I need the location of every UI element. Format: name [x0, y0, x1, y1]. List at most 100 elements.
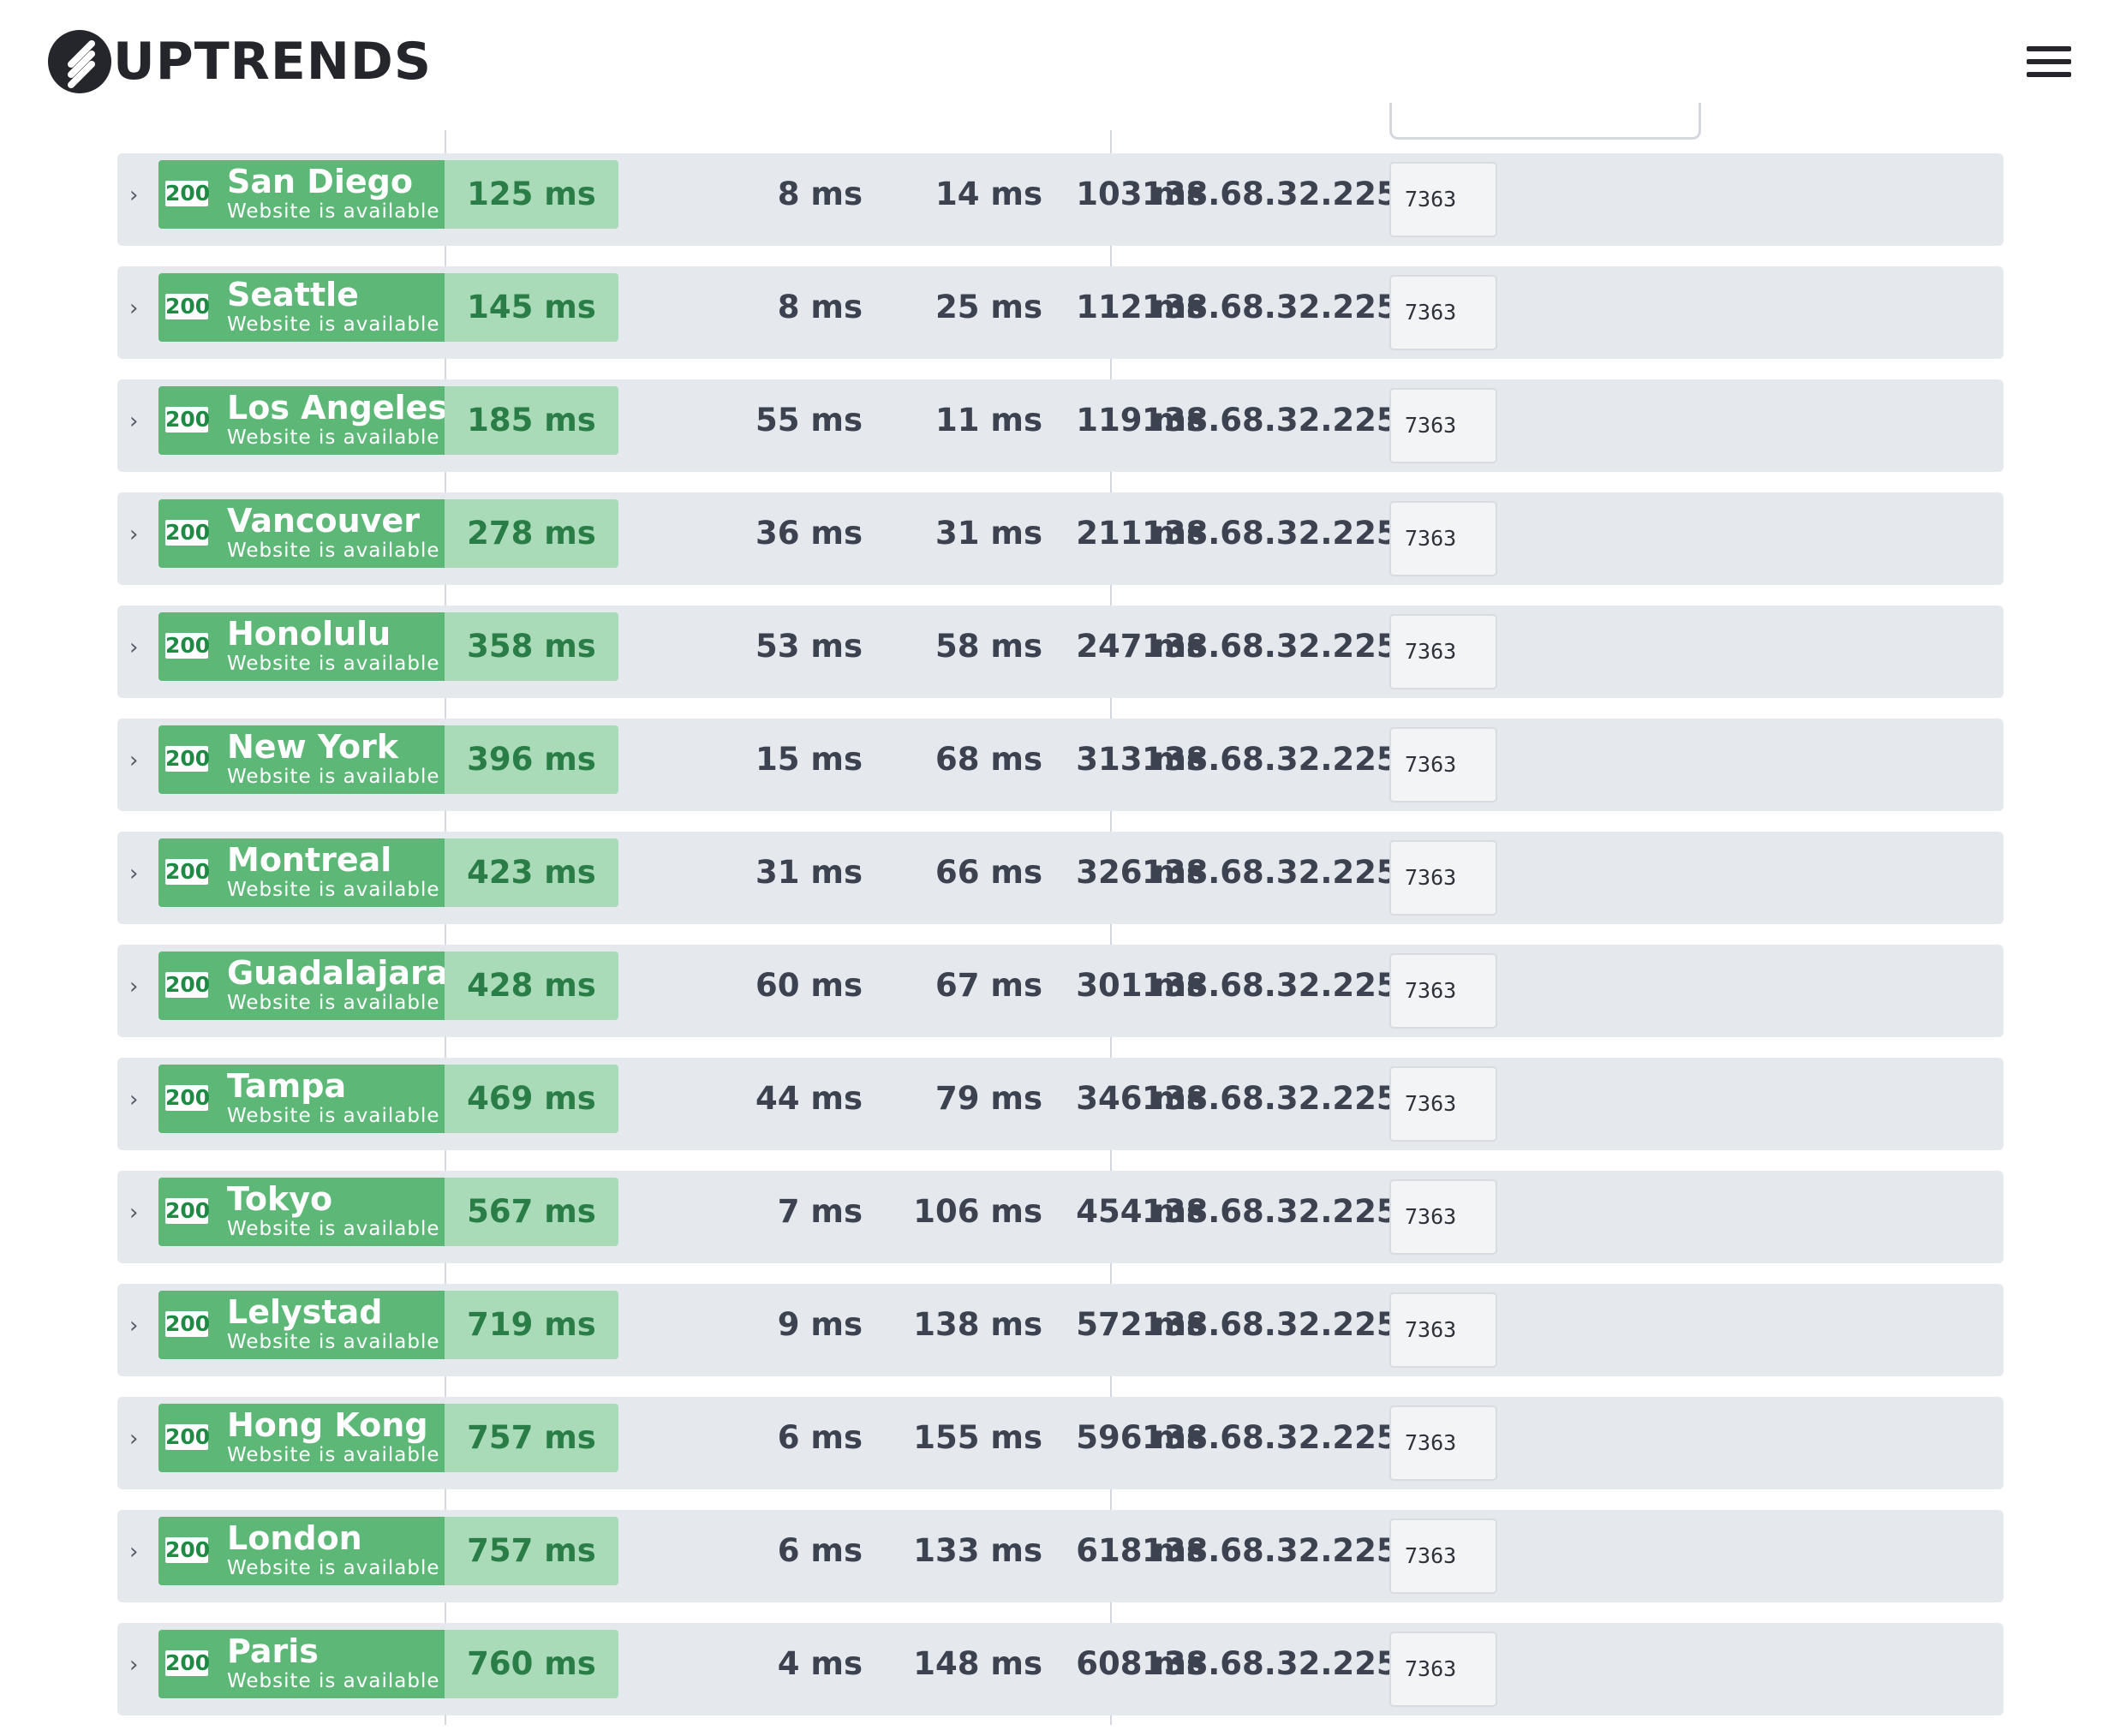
chevron-right-icon[interactable]: ›: [129, 635, 139, 660]
http-status-badge: 200: [165, 859, 211, 885]
total-time: 719 ms: [445, 1291, 618, 1359]
response-size[interactable]: 7363: [1389, 162, 1497, 237]
response-size[interactable]: 7363: [1389, 953, 1497, 1029]
download-time: 103 ms: [1076, 176, 1205, 212]
status-message: Website is available: [227, 1331, 440, 1353]
download-time: 326 ms: [1076, 854, 1205, 891]
result-row[interactable]: › 200 London Website is available 757 ms…: [117, 1510, 2004, 1602]
uptrends-logo[interactable]: UPTRENDS: [48, 29, 432, 94]
chevron-right-icon[interactable]: ›: [129, 974, 139, 999]
response-size[interactable]: 7363: [1389, 614, 1497, 689]
response-size[interactable]: 7363: [1389, 1632, 1497, 1707]
total-time: 469 ms: [445, 1065, 618, 1133]
connection-time: 106 ms: [913, 1193, 1042, 1230]
result-row[interactable]: › 200 Honolulu Website is available 358 …: [117, 606, 2004, 698]
chevron-right-icon[interactable]: ›: [129, 295, 139, 321]
resolve-time: 36 ms: [755, 515, 863, 552]
response-size[interactable]: 7363: [1389, 388, 1497, 463]
chevron-right-icon[interactable]: ›: [129, 409, 139, 434]
download-time: 313 ms: [1076, 741, 1205, 778]
response-size[interactable]: 7363: [1389, 1292, 1497, 1368]
checkpoint-results-list: › 200 San Diego Website is available 125…: [117, 153, 2004, 1736]
checkpoint-city: Tampa: [227, 1067, 347, 1105]
chevron-right-icon[interactable]: ›: [129, 522, 139, 547]
result-row[interactable]: › 200 Tampa Website is available 469 ms …: [117, 1058, 2004, 1150]
chevron-right-icon[interactable]: ›: [129, 182, 139, 208]
status-cell: 200 Seattle Website is available: [158, 273, 445, 342]
chevron-right-icon[interactable]: ›: [129, 1426, 139, 1452]
checkpoint-city: Paris: [227, 1632, 319, 1670]
response-size[interactable]: 7363: [1389, 275, 1497, 350]
download-time: 608 ms: [1076, 1645, 1205, 1682]
response-size[interactable]: 7363: [1389, 1405, 1497, 1481]
result-row[interactable]: › 200 Guadalajara Website is available 4…: [117, 945, 2004, 1037]
total-time: 760 ms: [445, 1630, 618, 1698]
chevron-right-icon[interactable]: ›: [129, 748, 139, 773]
resolved-ip: 138.68.32.225: [1142, 1419, 1399, 1456]
result-row[interactable]: › 200 Lelystad Website is available 719 …: [117, 1284, 2004, 1376]
response-size[interactable]: 7363: [1389, 1518, 1497, 1594]
result-row[interactable]: › 200 Paris Website is available 760 ms …: [117, 1623, 2004, 1715]
http-status-badge: 200: [165, 181, 211, 206]
status-cell: 200 Tampa Website is available: [158, 1065, 445, 1133]
checkpoint-city: Lelystad: [227, 1293, 383, 1331]
http-status-badge: 200: [165, 1424, 211, 1450]
response-size[interactable]: 7363: [1389, 1066, 1497, 1142]
connection-time: 58 ms: [935, 628, 1042, 665]
status-message: Website is available: [227, 1670, 440, 1692]
status-cell: 200 Honolulu Website is available: [158, 612, 445, 681]
result-row[interactable]: › 200 Montreal Website is available 423 …: [117, 832, 2004, 924]
hamburger-menu-icon[interactable]: [2025, 43, 2073, 81]
total-time: 185 ms: [445, 386, 618, 455]
status-message: Website is available: [227, 427, 440, 449]
status-message: Website is available: [227, 879, 440, 901]
total-time: 428 ms: [445, 952, 618, 1020]
checkpoint-city: New York: [227, 728, 399, 766]
resolved-ip: 138.68.32.225: [1142, 1532, 1399, 1569]
chevron-right-icon[interactable]: ›: [129, 1652, 139, 1678]
http-status-badge: 200: [165, 633, 211, 659]
status-cell: 200 London Website is available: [158, 1517, 445, 1585]
response-size[interactable]: 7363: [1389, 727, 1497, 802]
http-status-badge: 200: [165, 746, 211, 772]
checkpoint-city: Tokyo: [227, 1180, 333, 1218]
result-row[interactable]: › 200 Vancouver Website is available 278…: [117, 492, 2004, 585]
resolved-ip: 138.68.32.225: [1142, 402, 1399, 438]
filter-input[interactable]: [1389, 103, 1701, 140]
chevron-right-icon[interactable]: ›: [129, 1313, 139, 1339]
response-size[interactable]: 7363: [1389, 1179, 1497, 1255]
result-row[interactable]: › 200 Tokyo Website is available 567 ms …: [117, 1171, 2004, 1263]
result-row[interactable]: › 200 Seattle Website is available 145 m…: [117, 266, 2004, 359]
resolved-ip: 138.68.32.225: [1142, 628, 1399, 665]
download-time: 618 ms: [1076, 1532, 1205, 1569]
chevron-right-icon[interactable]: ›: [129, 1087, 139, 1113]
chevron-right-icon[interactable]: ›: [129, 861, 139, 886]
connection-time: 138 ms: [913, 1306, 1042, 1343]
chevron-right-icon[interactable]: ›: [129, 1539, 139, 1565]
result-row[interactable]: › 200 New York Website is available 396 …: [117, 719, 2004, 811]
checkpoint-city: London: [227, 1519, 362, 1557]
resolve-time: 15 ms: [755, 741, 863, 778]
resolve-time: 60 ms: [755, 967, 863, 1004]
download-time: 454 ms: [1076, 1193, 1205, 1230]
resolved-ip: 138.68.32.225: [1142, 176, 1399, 212]
chevron-right-icon[interactable]: ›: [129, 1200, 139, 1226]
connection-time: 155 ms: [913, 1419, 1042, 1456]
response-size[interactable]: 7363: [1389, 840, 1497, 916]
resolve-time: 6 ms: [777, 1419, 863, 1456]
connection-time: 25 ms: [935, 289, 1042, 325]
download-time: 346 ms: [1076, 1080, 1205, 1117]
resolved-ip: 138.68.32.225: [1142, 854, 1399, 891]
http-status-badge: 200: [165, 1537, 211, 1563]
status-message: Website is available: [227, 1218, 440, 1240]
result-row[interactable]: › 200 Los Angeles Website is available 1…: [117, 379, 2004, 472]
resolve-time: 9 ms: [777, 1306, 863, 1343]
status-cell: 200 New York Website is available: [158, 725, 445, 794]
result-row[interactable]: › 200 San Diego Website is available 125…: [117, 153, 2004, 246]
status-message: Website is available: [227, 1444, 440, 1466]
result-row[interactable]: › 200 Hong Kong Website is available 757…: [117, 1397, 2004, 1489]
response-size[interactable]: 7363: [1389, 501, 1497, 576]
column-divider-left: [445, 130, 446, 1725]
resolve-time: 44 ms: [755, 1080, 863, 1117]
http-status-badge: 200: [165, 520, 211, 546]
